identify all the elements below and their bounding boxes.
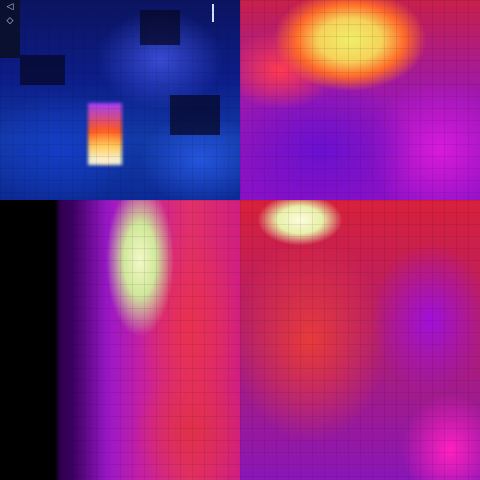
- arrow-icon: ◁: [0, 0, 20, 14]
- pixel-grid-overlay: [240, 0, 480, 200]
- thermal-panel-top-right: [240, 0, 480, 200]
- diamond-icon: ◇: [0, 14, 20, 28]
- dark-patch: [20, 55, 65, 85]
- hud-icon-strip: ◁ ◇: [0, 0, 20, 58]
- dark-patch: [170, 95, 220, 135]
- hot-spot: [88, 103, 122, 165]
- thermal-panel-bottom-right: [240, 200, 480, 480]
- marker-tick: [212, 4, 214, 22]
- thermal-panel-top-left: ◁ ◇: [0, 0, 240, 200]
- pixel-grid-overlay: [0, 0, 240, 200]
- pixel-grid-overlay: [0, 200, 240, 480]
- pixel-grid-overlay: [240, 200, 480, 480]
- thermal-panel-bottom-left: [0, 200, 240, 480]
- dark-patch: [140, 10, 180, 45]
